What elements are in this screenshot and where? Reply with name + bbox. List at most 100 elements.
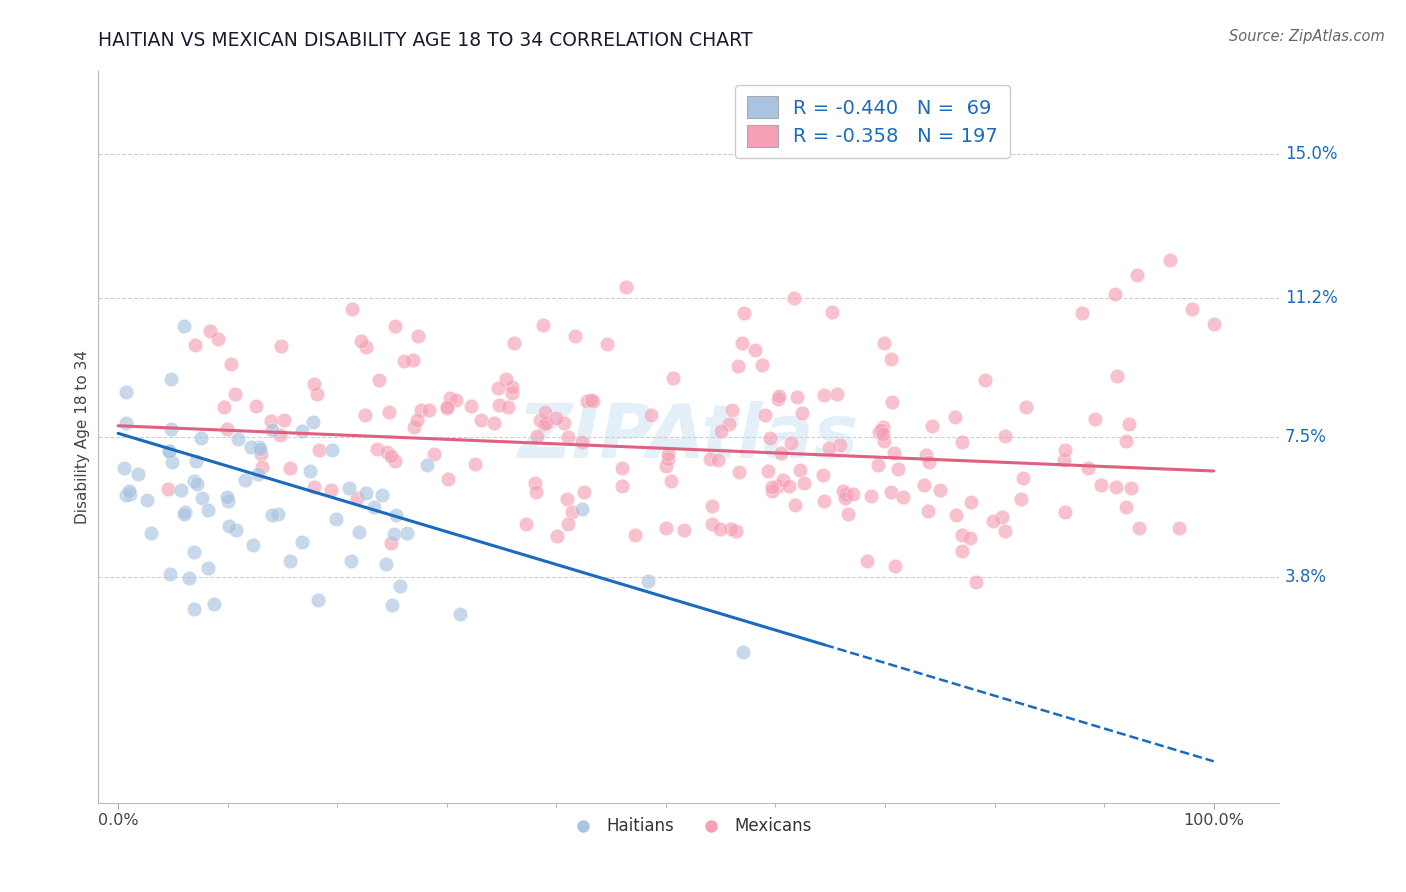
Point — [160, 372, 183, 386]
Point — [347, 525, 370, 540]
Point — [350, 334, 373, 348]
Point — [197, 503, 219, 517]
Y-axis label: Disability Age 18 to 34: Disability Age 18 to 34 — [75, 350, 90, 524]
Point — [273, 413, 295, 427]
Point — [1159, 252, 1181, 267]
Point — [308, 442, 330, 457]
Point — [249, 442, 271, 457]
Point — [943, 409, 966, 424]
Point — [1053, 505, 1076, 519]
Point — [1126, 268, 1149, 282]
Point — [727, 465, 749, 479]
Point — [157, 443, 180, 458]
Point — [245, 399, 267, 413]
Point — [416, 458, 439, 473]
Point — [388, 579, 411, 593]
Point — [384, 319, 406, 334]
Point — [792, 406, 814, 420]
Point — [699, 451, 721, 466]
Point — [1104, 286, 1126, 301]
Point — [219, 357, 242, 371]
Point — [624, 528, 647, 542]
Point — [177, 571, 200, 585]
Point — [718, 417, 741, 431]
Point — [1128, 521, 1150, 535]
Point — [555, 492, 578, 507]
Point — [486, 381, 509, 395]
Point — [278, 554, 301, 568]
Point — [702, 517, 724, 532]
Point — [1014, 401, 1036, 415]
Point — [868, 425, 890, 439]
Point — [406, 412, 429, 426]
Point — [756, 464, 779, 478]
Point — [720, 403, 742, 417]
Point — [1054, 443, 1077, 458]
Point — [575, 394, 598, 409]
Point — [744, 343, 766, 358]
Point — [495, 372, 517, 386]
Point — [368, 373, 391, 387]
Point — [436, 400, 458, 414]
Point — [1012, 471, 1035, 485]
Point — [139, 526, 162, 541]
Point — [242, 538, 264, 552]
Point — [770, 445, 793, 459]
Point — [657, 451, 679, 466]
Point — [1107, 368, 1129, 383]
Point — [262, 508, 284, 522]
Point — [375, 557, 398, 571]
Point — [546, 529, 568, 543]
Point — [553, 416, 575, 430]
Point — [731, 645, 754, 659]
Point — [321, 483, 343, 497]
Point — [501, 385, 523, 400]
Point — [381, 598, 404, 612]
Point — [226, 432, 249, 446]
Point — [872, 434, 894, 448]
Point — [534, 416, 557, 430]
Point — [186, 477, 208, 491]
Point — [821, 304, 844, 318]
Point — [720, 523, 742, 537]
Point — [825, 387, 848, 401]
Point — [385, 508, 408, 523]
Point — [247, 467, 270, 481]
Point — [382, 526, 405, 541]
Point — [127, 467, 149, 482]
Point — [120, 486, 142, 500]
Point — [659, 474, 682, 488]
Point — [470, 412, 492, 426]
Point — [768, 389, 790, 403]
Point — [828, 438, 851, 452]
Point — [531, 318, 554, 332]
Text: 15.0%: 15.0% — [1285, 145, 1337, 163]
Point — [571, 434, 593, 449]
Point — [173, 505, 195, 519]
Point — [354, 408, 377, 422]
Point — [384, 454, 406, 468]
Point — [533, 417, 555, 431]
Point — [217, 494, 239, 508]
Point — [418, 403, 440, 417]
Point — [183, 544, 205, 558]
Point — [1181, 301, 1204, 316]
Point — [515, 517, 537, 532]
Point — [873, 336, 896, 351]
Point — [965, 574, 987, 589]
Point — [761, 480, 783, 494]
Point — [524, 476, 547, 491]
Point — [731, 336, 754, 351]
Point — [783, 291, 806, 305]
Point — [655, 521, 678, 535]
Point — [460, 399, 482, 413]
Point — [437, 472, 460, 486]
Point — [112, 461, 135, 475]
Point — [921, 418, 943, 433]
Point — [872, 419, 894, 434]
Point — [733, 306, 755, 320]
Point — [841, 486, 863, 500]
Point — [160, 455, 183, 469]
Point — [582, 393, 605, 408]
Point — [215, 490, 238, 504]
